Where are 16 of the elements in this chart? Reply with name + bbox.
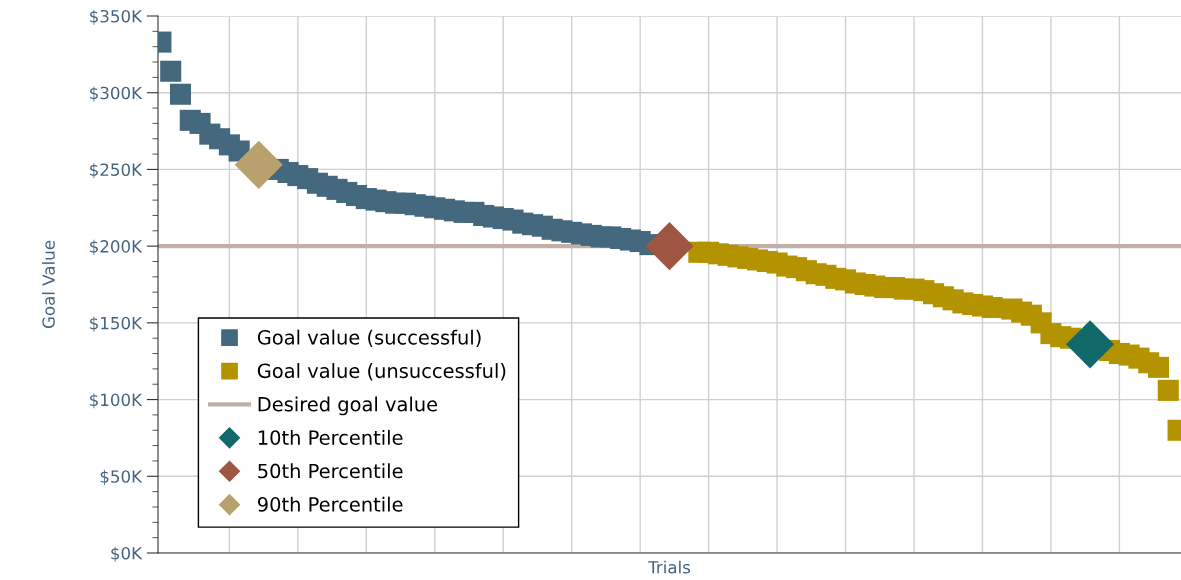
y-tick-label: $0K (111, 546, 143, 562)
y-tick-label: $250K (90, 163, 143, 179)
legend-label: 10th Percentile (258, 429, 403, 445)
legend-label: 50th Percentile (258, 463, 403, 479)
y-tick-label: $100K (90, 393, 143, 409)
y-tick-label: $50K (100, 469, 143, 486)
y-tick-label: $200K (90, 239, 143, 255)
y-tick-label: $150K (90, 316, 143, 332)
y-axis-title: Goal Value (42, 240, 55, 329)
y-tick-label: $350K (90, 9, 143, 25)
legend-label: Desired goal value (258, 396, 438, 416)
y-tick-label: $300K (90, 86, 143, 102)
x-axis-title: Trials (648, 560, 691, 574)
legend-label: Goal value (unsuccessful) (257, 363, 506, 381)
legend-label: Goal value (successful) (257, 329, 481, 348)
legend-label: 90th Percentile (257, 496, 403, 512)
